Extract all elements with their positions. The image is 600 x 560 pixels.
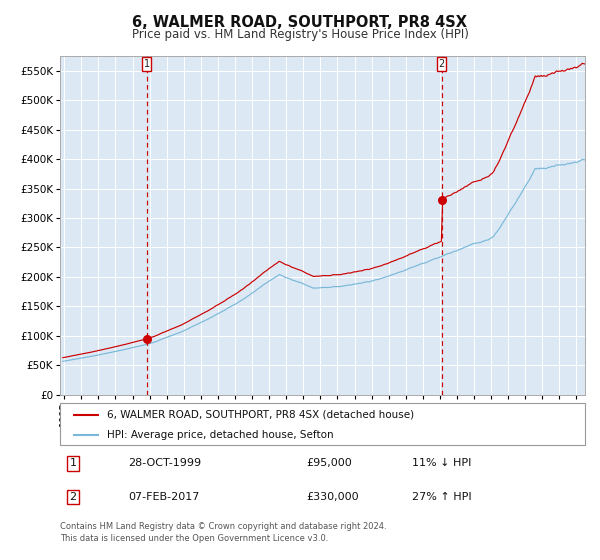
Text: 07-FEB-2017: 07-FEB-2017: [128, 492, 200, 502]
Text: 2: 2: [70, 492, 77, 502]
Text: 2: 2: [439, 59, 445, 69]
Text: 27% ↑ HPI: 27% ↑ HPI: [412, 492, 472, 502]
Text: 1: 1: [70, 459, 77, 468]
Text: 1: 1: [143, 59, 149, 69]
Text: 6, WALMER ROAD, SOUTHPORT, PR8 4SX (detached house): 6, WALMER ROAD, SOUTHPORT, PR8 4SX (deta…: [107, 410, 415, 420]
Text: Price paid vs. HM Land Registry's House Price Index (HPI): Price paid vs. HM Land Registry's House …: [131, 28, 469, 41]
Text: Contains HM Land Registry data © Crown copyright and database right 2024.
This d: Contains HM Land Registry data © Crown c…: [60, 522, 386, 543]
Text: 28-OCT-1999: 28-OCT-1999: [128, 459, 202, 468]
Text: HPI: Average price, detached house, Sefton: HPI: Average price, detached house, Seft…: [107, 430, 334, 440]
Text: £95,000: £95,000: [307, 459, 353, 468]
Text: 11% ↓ HPI: 11% ↓ HPI: [412, 459, 471, 468]
Text: 6, WALMER ROAD, SOUTHPORT, PR8 4SX: 6, WALMER ROAD, SOUTHPORT, PR8 4SX: [133, 15, 467, 30]
Text: £330,000: £330,000: [307, 492, 359, 502]
